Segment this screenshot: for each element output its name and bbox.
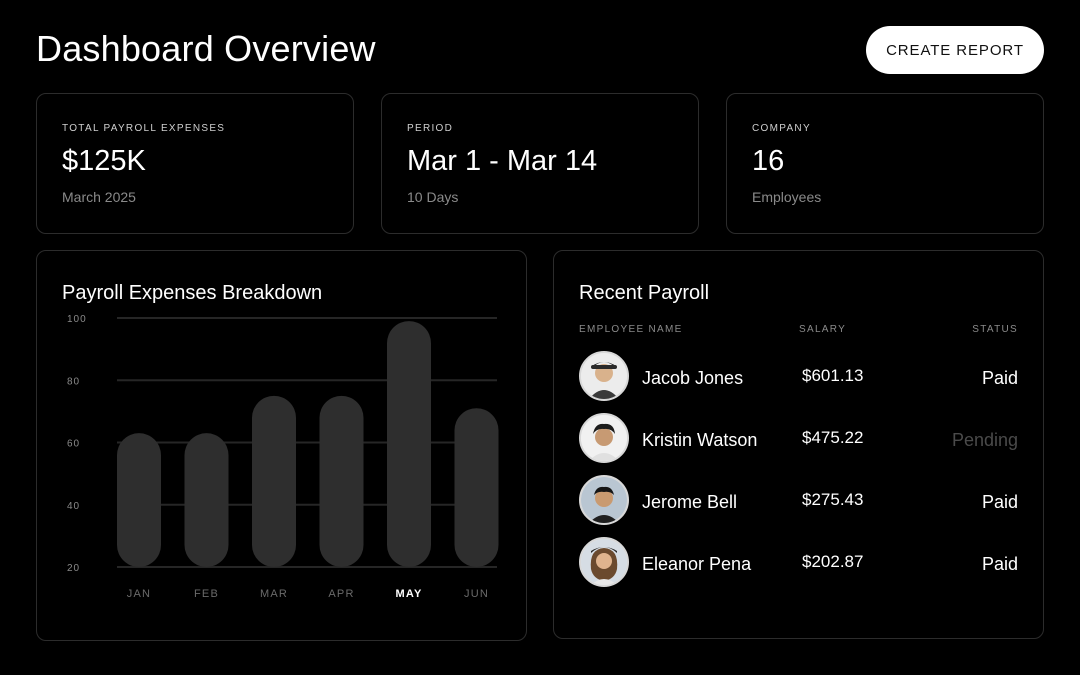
- x-tick-label: FEB: [194, 588, 219, 600]
- bar-jan[interactable]: [117, 433, 161, 567]
- employee-salary: $601.13: [802, 366, 864, 385]
- create-report-button[interactable]: CREATE REPORT: [866, 26, 1044, 74]
- payroll-expenses-chart-card: Payroll Expenses Breakdown 100 80 60 40 20 JA…: [36, 250, 527, 641]
- stat-value: $125K: [62, 145, 146, 177]
- payment-status: Paid: [981, 492, 1018, 512]
- y-tick-label: 40: [67, 501, 80, 512]
- y-tick-label: 20: [67, 563, 80, 574]
- employee-name: Kristin Watson: [642, 430, 758, 450]
- bar-feb[interactable]: [184, 433, 229, 567]
- stat-subtext: March 2025: [62, 189, 136, 205]
- employee-name: Jerome Bell: [642, 492, 738, 512]
- payment-status: Paid: [981, 368, 1018, 388]
- column-header-salary: SALARY: [799, 324, 847, 335]
- x-tick-label: JAN: [127, 588, 151, 600]
- stat-label: COMPANY: [752, 123, 811, 134]
- y-tick-label: 60: [67, 439, 80, 450]
- employee-salary: $275.43: [802, 490, 864, 509]
- y-tick-label: 80: [67, 376, 80, 387]
- avatar: [579, 475, 629, 525]
- x-tick-label: APR: [328, 588, 354, 600]
- avatar: [579, 413, 629, 463]
- stat-card-total-payroll: TOTAL PAYROLL EXPENSES $125K March 2025: [36, 93, 354, 234]
- stat-label: PERIOD: [407, 123, 454, 134]
- column-header-status: STATUS: [972, 324, 1018, 335]
- chart-title: Payroll Expenses Breakdown: [62, 282, 323, 304]
- stat-card-period: PERIOD Mar 1 - Mar 14 10 Days: [381, 93, 699, 234]
- stat-card-company: COMPANY 16 Employees: [726, 93, 1044, 234]
- payroll-row[interactable]: Eleanor Pena $202.87 Paid: [554, 537, 1043, 591]
- payroll-bar-chart: 100 80 60 40 20 JAN FEB MAR APR MAY JUN: [67, 314, 499, 600]
- column-header-employee-name: EMPLOYEE NAME: [579, 324, 683, 335]
- bar-may[interactable]: [387, 321, 431, 567]
- x-tick-label: JUN: [464, 588, 489, 600]
- bar-jun[interactable]: [454, 408, 499, 567]
- recent-payroll-title: Recent Payroll: [579, 282, 710, 304]
- employee-name: Eleanor Pena: [642, 554, 752, 574]
- payroll-row[interactable]: Jerome Bell $275.43 Paid: [554, 475, 1043, 529]
- recent-payroll-card: Recent Payroll EMPLOYEE NAME SALARY STAT…: [553, 250, 1044, 639]
- employee-name: Jacob Jones: [642, 368, 744, 388]
- payroll-row[interactable]: Jacob Jones $601.13 Paid: [554, 351, 1043, 405]
- payment-status: Paid: [981, 554, 1018, 574]
- employee-salary: $202.87: [802, 552, 864, 571]
- x-tick-label: MAR: [260, 588, 288, 600]
- page-title: Dashboard Overview: [36, 28, 376, 69]
- stat-value: Mar 1 - Mar 14: [407, 145, 598, 177]
- payroll-row[interactable]: Kristin Watson $475.22 Pending: [554, 413, 1043, 467]
- y-tick-label: 100: [67, 314, 87, 325]
- stat-value: 16: [752, 145, 785, 177]
- avatar: [579, 351, 629, 401]
- stat-subtext: Employees: [752, 189, 822, 205]
- x-tick-label: MAY: [395, 588, 422, 600]
- bar-mar[interactable]: [252, 395, 296, 567]
- bar-apr[interactable]: [319, 395, 364, 567]
- stat-subtext: 10 Days: [407, 189, 459, 205]
- avatar: [579, 537, 629, 587]
- employee-salary: $475.22: [802, 428, 864, 447]
- payment-status: Pending: [951, 430, 1018, 450]
- stat-label: TOTAL PAYROLL EXPENSES: [62, 123, 226, 134]
